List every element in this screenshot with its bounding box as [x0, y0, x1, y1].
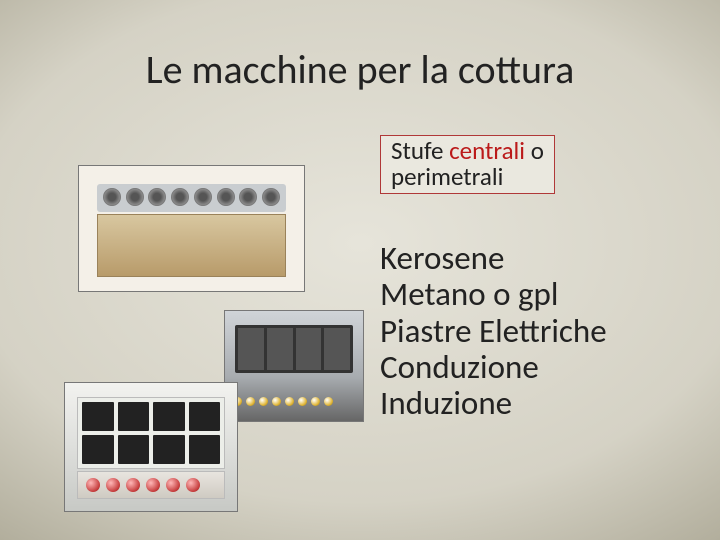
- subtitle-part2: o: [525, 135, 544, 166]
- body-line-1: Kerosene: [380, 240, 607, 276]
- body-line-2: Metano o gpl: [380, 276, 607, 312]
- stove-image-3: [64, 382, 238, 512]
- body-line-4: Conduzione: [380, 349, 607, 385]
- subtitle-box: Stufe centrali o perimetrali: [380, 135, 555, 194]
- subtitle-line2: perimetrali: [391, 164, 544, 190]
- body-line-3: Piastre Elettriche: [380, 313, 607, 349]
- slide-title: Le macchine per la cottura: [0, 45, 720, 94]
- body-line-5: Induzione: [380, 385, 607, 421]
- body-text: Kerosene Metano o gpl Piastre Elettriche…: [380, 240, 607, 421]
- stove-image-2: [224, 310, 364, 422]
- stove-image-1: [78, 165, 305, 292]
